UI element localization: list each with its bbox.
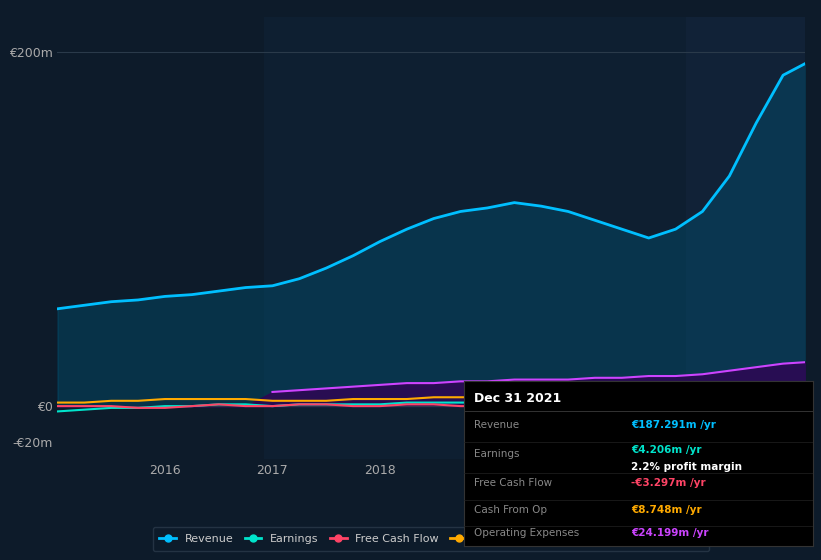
Text: -€3.297m /yr: -€3.297m /yr [631,478,706,488]
Text: Cash From Op: Cash From Op [475,505,548,515]
Text: Operating Expenses: Operating Expenses [475,528,580,538]
Text: Revenue: Revenue [475,419,520,430]
Legend: Revenue, Earnings, Free Cash Flow, Cash From Op, Operating Expenses: Revenue, Earnings, Free Cash Flow, Cash … [153,527,709,551]
Text: 2.2% profit margin: 2.2% profit margin [631,462,742,472]
Text: Dec 31 2021: Dec 31 2021 [475,393,562,405]
Bar [264,17,686,459]
Text: Free Cash Flow: Free Cash Flow [475,478,553,488]
Text: €187.291m /yr: €187.291m /yr [631,419,716,430]
Bar [686,17,810,459]
Text: Earnings: Earnings [475,449,520,459]
Text: €4.206m /yr: €4.206m /yr [631,445,702,455]
Text: €24.199m /yr: €24.199m /yr [631,528,709,538]
Text: €8.748m /yr: €8.748m /yr [631,505,702,515]
